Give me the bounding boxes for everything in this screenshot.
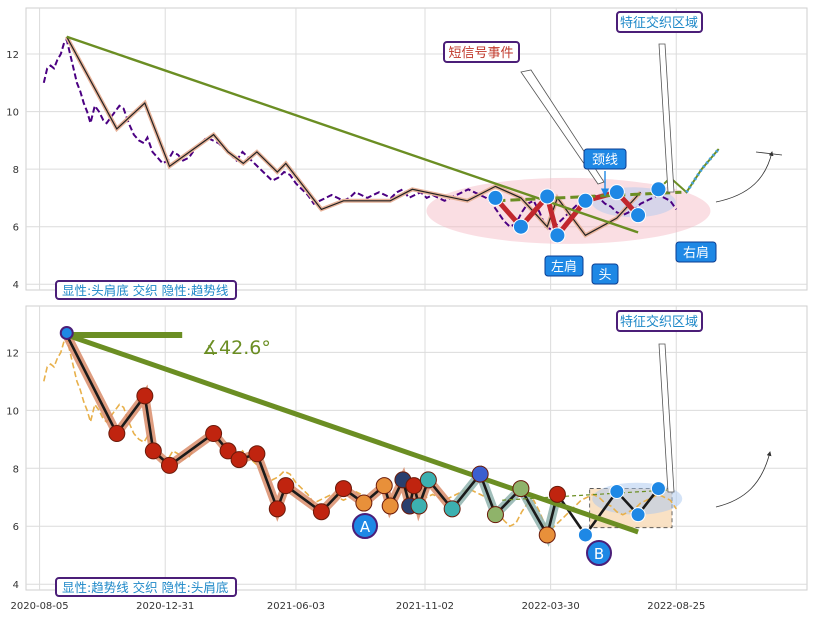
top-panel: 短信号事件 特征交织区域 颈线 左肩 头 右肩 显性:头肩底 交织 隐性:趋势线 xyxy=(42,11,783,300)
zigzag-node xyxy=(136,387,154,405)
pattern-point xyxy=(608,184,625,201)
pattern-point xyxy=(577,192,594,209)
y-tick-label: 4 xyxy=(13,580,19,591)
zigzag-node xyxy=(160,456,178,474)
zigzag-node xyxy=(512,480,530,498)
short-signal-label: 短信号事件 xyxy=(448,46,513,61)
x-tick-label: 2022-03-30 xyxy=(522,601,580,612)
zigzag-node xyxy=(419,471,437,489)
signal-pointer xyxy=(520,69,605,185)
zigzag-node xyxy=(577,527,593,543)
zigzag-node xyxy=(268,500,286,518)
bottom-panel-frame xyxy=(25,305,808,591)
zigzag-node xyxy=(443,500,461,518)
price-line xyxy=(42,37,678,231)
short-signal-box xyxy=(443,41,520,63)
y-tick-label: 8 xyxy=(13,165,19,176)
pattern-point xyxy=(487,189,504,206)
feature-zone-label-top: 特征交织区域 xyxy=(620,15,698,31)
y-tick-label: 6 xyxy=(13,522,19,533)
right-shoulder-box xyxy=(675,241,717,263)
angle-label: ∡42.6° xyxy=(202,337,271,359)
marker-b xyxy=(586,540,612,566)
bottom-panel: ∡42.6° A B 特征交织区域 显性:趋势线 交织 隐性:头肩底 xyxy=(43,310,772,597)
zigzag-node xyxy=(108,425,126,443)
zigzag-node xyxy=(548,485,566,503)
right-shoulder-label: 右肩 xyxy=(683,245,709,261)
top-legend-text: 显性:头肩底 交织 隐性:趋势线 xyxy=(62,283,229,298)
zigzag-node xyxy=(486,506,504,524)
y-tick-label: 12 xyxy=(6,50,19,61)
y-tick-label: 12 xyxy=(6,348,19,359)
zigzag-node xyxy=(59,325,74,340)
marker-a-label: A xyxy=(360,518,371,536)
marker-a xyxy=(352,513,378,539)
target-arrow xyxy=(715,151,774,203)
left-shoulder-label: 左肩 xyxy=(551,259,577,275)
target-arrow-bottom xyxy=(715,451,772,508)
y-tick-label: 10 xyxy=(6,406,19,417)
pattern-point xyxy=(650,181,667,198)
zigzag-node xyxy=(650,481,666,497)
y-tick-label: 4 xyxy=(13,280,19,291)
pattern-points xyxy=(487,181,667,244)
y-tick-label: 8 xyxy=(13,464,19,475)
bottom-legend-text: 显性:趋势线 交织 隐性:头肩底 xyxy=(62,580,228,595)
zigzag-node xyxy=(609,483,625,499)
zigzag-node xyxy=(630,507,646,523)
pattern-point xyxy=(539,188,556,205)
target-mark xyxy=(755,151,783,156)
y-tick-label: 10 xyxy=(6,108,19,119)
x-tick-label: 2021-11-02 xyxy=(396,601,454,612)
zone-pointer xyxy=(658,43,675,193)
head-box xyxy=(591,263,619,285)
zigzag-node xyxy=(248,445,266,463)
feature-zone-box-bottom xyxy=(616,310,703,332)
pattern-point xyxy=(630,207,647,224)
zigzag-node xyxy=(144,442,162,460)
feature-zone-label-bottom: 特征交织区域 xyxy=(620,314,698,330)
zigzag-node xyxy=(205,425,223,443)
zigzag-node xyxy=(471,465,489,483)
zigzag-node xyxy=(410,497,428,515)
pattern-point xyxy=(512,218,529,235)
zigzag-node xyxy=(334,480,352,498)
marker-b-label: B xyxy=(594,545,604,563)
x-tick-label: 2021-06-03 xyxy=(267,601,325,612)
pattern-point xyxy=(549,227,566,244)
zigzag-node xyxy=(381,497,399,515)
head-label: 头 xyxy=(598,268,611,283)
x-tick-label: 2022-08-25 xyxy=(647,601,705,612)
price-line-bottom xyxy=(43,336,677,531)
y-tick-label: 6 xyxy=(13,223,19,234)
zone-pointer-bottom xyxy=(658,343,675,493)
zigzag-node xyxy=(375,477,393,495)
projection-dotted xyxy=(685,148,720,194)
zigzag-node xyxy=(405,477,423,495)
x-tick-label: 2020-08-05 xyxy=(11,601,69,612)
top-legend-box xyxy=(55,280,237,300)
zigzag-node xyxy=(230,451,248,469)
left-shoulder-box xyxy=(544,255,584,277)
zigzag-node xyxy=(312,503,330,521)
zigzag-node xyxy=(538,526,556,544)
zigzag-node xyxy=(277,477,295,495)
bottom-legend-box xyxy=(55,577,237,597)
axes-labels: 4 6 8 10 12 4 6 8 10 12 2020-08-05 2020-12-31 2021-0… xyxy=(6,50,705,612)
trend-line-bottom xyxy=(65,332,639,535)
zigzag-nodes xyxy=(59,325,666,544)
bottom-grid xyxy=(26,306,807,590)
feature-zone-box-top xyxy=(616,11,703,33)
x-tick-label: 2020-12-31 xyxy=(136,601,194,612)
neckline-box xyxy=(583,148,627,170)
zigzag-node xyxy=(355,494,373,512)
neckline-label: 颈线 xyxy=(592,153,618,168)
